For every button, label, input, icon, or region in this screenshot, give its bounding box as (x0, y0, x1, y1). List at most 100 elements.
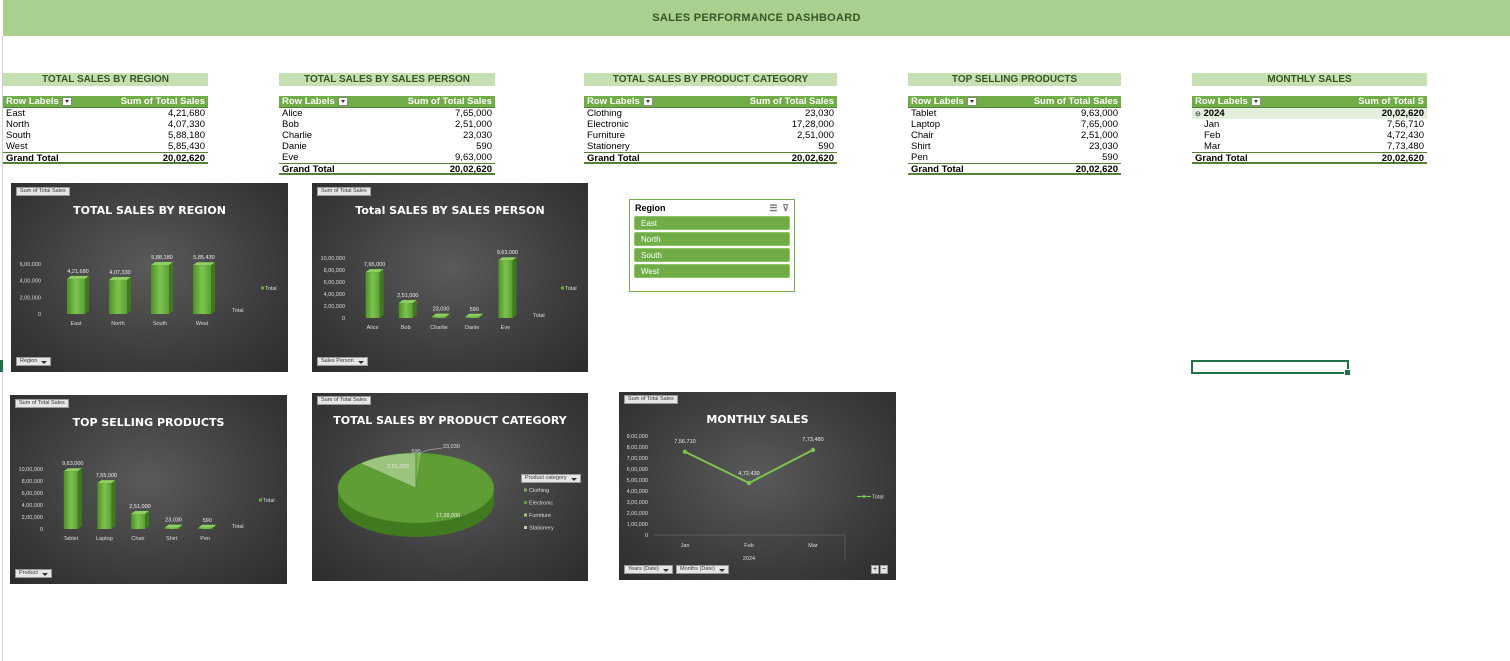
field-button-sum[interactable]: Sum of Total Sales (16, 187, 70, 196)
filter-dropdown-icon[interactable] (337, 97, 348, 106)
pivot-row[interactable]: Charlie 23,030 (279, 130, 495, 141)
field-button-sum[interactable]: Sum of Total Sales (317, 396, 371, 405)
pivot-table-person[interactable]: Row Labels Sum of Total Sales Alice 7,65,00… (279, 96, 495, 175)
x-group-label: 2024 (743, 556, 755, 562)
expand-field-icon[interactable]: + (871, 565, 879, 574)
legend-label: Furniture (529, 513, 551, 519)
pivot-row[interactable]: Electronic 17,28,000 (584, 119, 837, 130)
x-tick-label: East (70, 321, 81, 327)
row-label: Furniture (587, 130, 626, 141)
legend-label: Stationery (529, 526, 554, 532)
pivot-row[interactable]: North 4,07,330 (3, 119, 208, 130)
slicer-item-south[interactable]: South (634, 248, 790, 262)
bar-value-label: 2,51,000 (129, 504, 150, 510)
row-value: 9,63,000 (1081, 108, 1118, 119)
pivot-row[interactable]: Jan 7,56,710 (1192, 119, 1427, 130)
pivot-year-row[interactable]: ⊖ 2024 20,02,620 (1192, 108, 1427, 119)
clear-filter-icon[interactable]: ⊽ (782, 202, 789, 213)
filter-dropdown-icon[interactable] (642, 97, 653, 106)
chart-top-products[interactable]: TOP SELLING PRODUCTS 0 2,00,000 4,00,000 6,0… (10, 395, 287, 584)
chart-title: TOTAL SALES BY REGION (73, 204, 226, 217)
data-point (746, 480, 752, 486)
pivot-row[interactable]: Danie 590 (279, 141, 495, 152)
field-button-sum[interactable]: Sum of Total Sales (317, 187, 371, 196)
field-button-sum[interactable]: Sum of Total Sales (15, 399, 69, 408)
axis-button-years[interactable]: Years (Date) (624, 565, 673, 574)
row-label: Electronic (587, 119, 629, 130)
x-tick-label: Alice (367, 325, 379, 331)
pivot-row[interactable]: South 5,88,180 (3, 130, 208, 141)
legend-swatch (524, 513, 527, 517)
region-slicer[interactable]: Region ☰ ⊽ East North South West (629, 199, 795, 292)
pivot-row[interactable]: Clothing 23,030 (584, 108, 837, 119)
field-button-sum[interactable]: Sum of Total Sales (624, 395, 678, 404)
grand-total-value: 20,02,620 (449, 164, 492, 175)
row-value: 5,88,180 (168, 130, 205, 141)
pie-value-label: 23,030 (443, 444, 460, 450)
filter-dropdown-icon[interactable] (61, 97, 72, 106)
pivot-row[interactable]: Mar 7,73,480 (1192, 141, 1427, 152)
axis-button-months[interactable]: Months (Date) (676, 565, 729, 574)
pivot-table-region[interactable]: Row Labels Sum of Total Sales East 4,21,680… (3, 96, 208, 164)
row-value: 590 (818, 141, 834, 152)
row-value: 9,63,000 (455, 152, 492, 163)
axis-title: Total (232, 308, 244, 314)
pivot-row[interactable]: Feb 4,72,430 (1192, 130, 1427, 141)
slicer-item-north[interactable]: North (634, 232, 790, 246)
pivot-row[interactable]: Tablet 9,63,000 (908, 108, 1121, 119)
bar-value-label: 4,07,330 (109, 270, 130, 276)
chart-monthly-sales[interactable]: MONTHLY SALES 0 1,00,000 2,00,000 3,00,000 4,… (619, 392, 896, 580)
pivot-table-category[interactable]: Row Labels Sum of Total Sales Clothing 23,0… (584, 96, 837, 164)
bar-top (432, 313, 450, 317)
pivot-table-monthly[interactable]: Row Labels Sum of Total S ⊖ 2024 20,02,620 J… (1192, 96, 1427, 164)
chart-sales-by-person[interactable]: Total SALES BY SALES PERSON 0 2,00,000 4,00… (312, 183, 588, 372)
multi-select-icon[interactable]: ☰ (769, 202, 778, 213)
chart-sales-by-region[interactable]: TOTAL SALES BY REGION 0 2,00,000 4,00,000 6,… (11, 183, 288, 372)
row-label: North (6, 119, 30, 130)
axis-field-button[interactable]: Region (16, 357, 52, 366)
bar-side (111, 480, 116, 529)
bar-side (212, 524, 217, 529)
axis-field-button[interactable]: Sales Person (317, 357, 368, 366)
chart-sales-by-category[interactable]: TOTAL SALES BY PRODUCT CATEGORY 23,030 17,… (312, 393, 588, 581)
bar-top (63, 468, 82, 472)
bar-value-label: 4,21,680 (67, 269, 88, 275)
legend-label: Clothing (529, 488, 549, 494)
pivot-row[interactable]: West 5,85,430 (3, 141, 208, 152)
pivot-row[interactable]: Bob 2,51,000 (279, 119, 495, 130)
bar-value-label: 5,88,180 (151, 255, 172, 261)
pivot-row[interactable]: Pen 590 (908, 152, 1121, 163)
pivot-row[interactable]: Eve 9,63,000 (279, 152, 495, 163)
pivot-table-products[interactable]: Row Labels Sum of Total Sales Tablet 9,63,0… (908, 96, 1121, 175)
bar-value-label: 5,85,430 (193, 255, 214, 261)
pivot-row[interactable]: Chair 2,51,000 (908, 130, 1121, 141)
filter-dropdown-icon[interactable] (1250, 97, 1261, 106)
y-tick-label: 10,00,000 (321, 256, 345, 262)
legend-field-button[interactable]: Product category (521, 474, 581, 483)
bar-value-label: 590 (470, 307, 479, 313)
grand-total-value: 20,02,620 (791, 153, 834, 164)
bar (498, 260, 513, 318)
row-labels-header: Row Labels (6, 96, 59, 107)
grand-total-label: Grand Total (282, 164, 335, 175)
slicer-header: Region ☰ ⊽ (630, 200, 794, 216)
bar-value-label: 590 (203, 518, 212, 524)
slicer-item-west[interactable]: West (634, 264, 790, 278)
axis-title: Total (533, 313, 545, 319)
collapse-icon[interactable]: ⊖ (1195, 111, 1201, 118)
pivot-row[interactable]: Furniture 2,51,000 (584, 130, 837, 141)
selected-cell[interactable] (1191, 360, 1351, 376)
chart-title: Total SALES BY SALES PERSON (355, 204, 544, 217)
slicer-item-east[interactable]: East (634, 216, 790, 230)
bar-side (85, 275, 89, 314)
pivot-row[interactable]: Shirt 23,030 (908, 141, 1121, 152)
pivot-row[interactable]: Laptop 7,65,000 (908, 119, 1121, 130)
filter-dropdown-icon[interactable] (966, 97, 977, 106)
slicer-title: Region (635, 203, 666, 213)
axis-field-button[interactable]: Product (15, 569, 52, 578)
pivot-row[interactable]: Alice 7,65,000 (279, 108, 495, 119)
pivot-row[interactable]: Stationery 590 (584, 141, 837, 152)
collapse-field-icon[interactable]: − (880, 565, 888, 574)
pivot-row[interactable]: East 4,21,680 (3, 108, 208, 119)
legend-label: Total (263, 498, 275, 504)
